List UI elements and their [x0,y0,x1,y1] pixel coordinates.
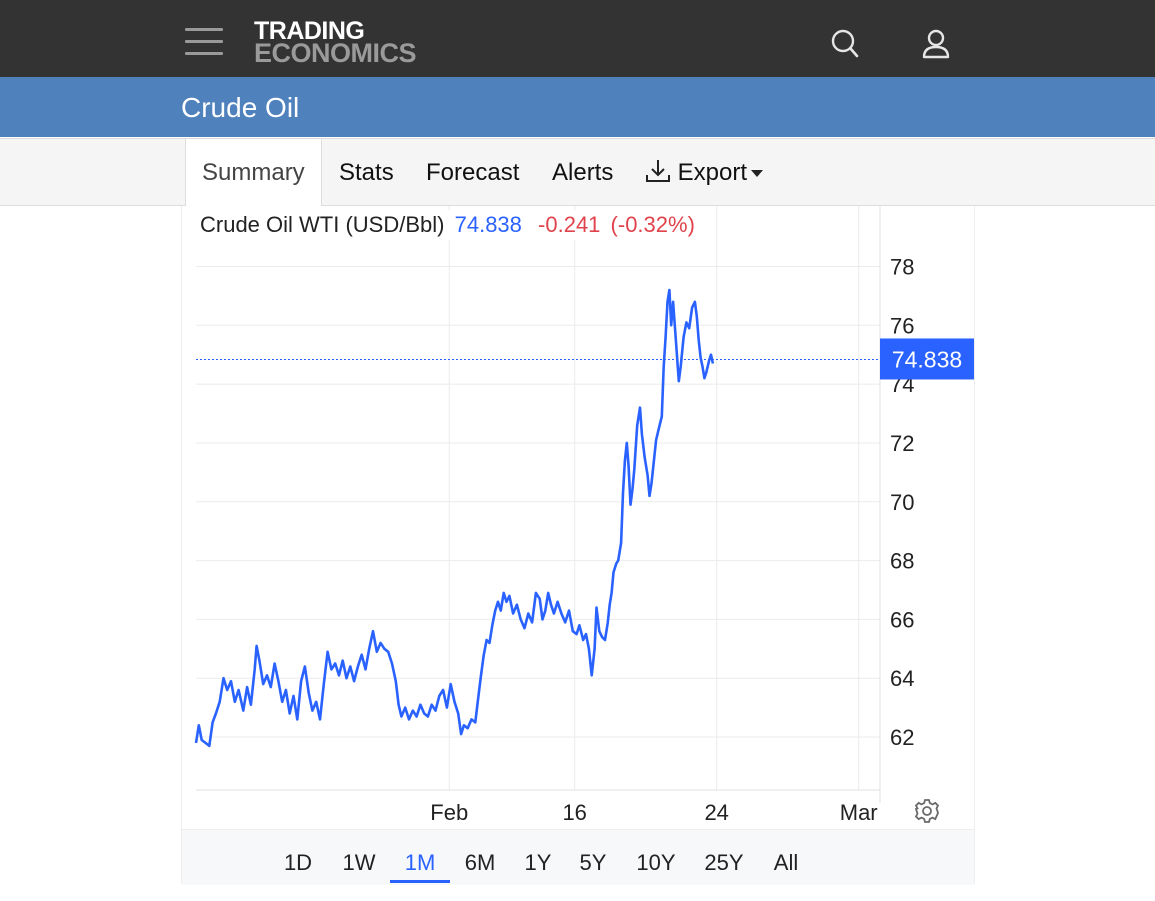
price-tag-label: 74.838 [892,346,962,372]
tab-label: Export [677,159,748,186]
tab-label: Forecast [426,159,520,186]
tab-label: Alerts [552,159,614,186]
tab-label: Summary [202,159,305,186]
range-button-10y[interactable]: 10Y [636,850,676,875]
chevron-down-icon [751,170,764,178]
y-tick-label: 78 [890,254,914,279]
x-tick-label: 16 [562,800,586,825]
tab-stats[interactable]: Stats [339,139,394,207]
search-icon[interactable] [830,28,860,60]
y-tick-label: 72 [890,431,914,456]
legend-series-name: Crude Oil WTI (USD/Bbl) [200,212,445,237]
range-button-all[interactable]: All [773,850,799,875]
logo-line-1: TRADING [254,17,365,45]
y-tick-label: 64 [890,666,914,691]
tab-forecast[interactable]: Forecast [426,139,519,207]
top-navigation-bar: TRADING ECONOMICS [0,0,1155,77]
legend-change-pct: (-0.32%) [610,212,695,237]
tab-bar: Summary Stats Forecast Alerts Export [0,138,1155,208]
page-title: Crude Oil [181,92,300,123]
price-series-line [194,288,715,748]
chart-legend: Crude Oil WTI (USD/Bbl) 74.838 -0.241 (-… [196,210,699,240]
tab-summary[interactable]: Summary [185,138,322,208]
legend-change: -0.241 [538,212,601,237]
range-button-1y[interactable]: 1Y [524,850,552,875]
y-tick-label: 62 [890,725,914,750]
x-tick-label: Mar [840,800,878,825]
gear-icon[interactable] [913,797,941,825]
hamburger-menu-icon[interactable] [185,28,223,56]
range-button-1m[interactable]: 1M [390,830,450,883]
price-chart: 62 64 66 68 70 72 74 76 78 Feb 16 24 Mar 74.838 Crude… [181,206,975,885]
y-tick-label: 70 [890,490,914,515]
export-dropdown[interactable]: Export [645,139,764,207]
logo-line-2: ECONOMICS [254,38,417,68]
tab-label: Stats [339,159,394,186]
range-button-1w[interactable]: 1W [342,850,376,875]
y-tick-label: 68 [890,549,914,574]
user-icon[interactable] [921,28,951,60]
last-price-tag: 74.838 [880,338,974,380]
price-tag-background [880,338,974,380]
legend-price: 74.838 [454,212,522,237]
range-button-6m[interactable]: 6M [464,850,496,875]
range-selector: 1D 1W 1M 6M 1Y 5Y 10Y 25Y All [182,829,974,885]
x-tick-label: Feb [430,800,468,825]
y-tick-label: 76 [890,313,914,338]
title-bar: Crude Oil [0,77,1155,137]
trading-economics-logo[interactable]: TRADING ECONOMICS [254,17,417,68]
range-button-1d[interactable]: 1D [283,850,313,875]
download-icon [646,160,670,182]
x-tick-label: 24 [704,800,728,825]
tab-alerts[interactable]: Alerts [552,139,613,207]
range-button-5y[interactable]: 5Y [579,850,607,875]
y-tick-label: 66 [890,607,914,632]
range-button-25y[interactable]: 25Y [704,850,744,875]
